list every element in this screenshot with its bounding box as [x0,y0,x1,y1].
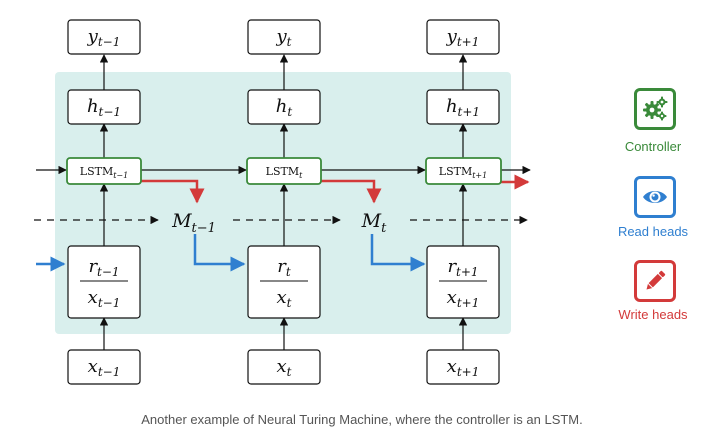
lstm-box [66,157,142,185]
hidden-label: ht+1 [446,96,480,119]
column-t-plus-1: yt+1 ht+1 LSTMt+1 rt+1 xt+1 xt+1 [425,19,502,385]
read-arrow-1 [193,234,246,272]
output-label: yt+1 [446,26,480,49]
read-input-box [67,245,141,319]
output-label: yt [276,26,292,49]
column-t: yt ht LSTMt rt xt xt [246,19,322,385]
shaded-region [55,72,511,334]
write-heads-legend-label: Write heads [618,307,688,322]
vertical-arrows [99,54,468,350]
write-arrow-2 [320,179,382,204]
input-box [247,349,321,385]
gears-icon [643,96,668,121]
pencil-icon [646,270,666,290]
controller-legend-icon [634,88,676,130]
lstm-label: LSTMt+1 [439,165,487,180]
input-vector-label: xt+1 [447,287,480,310]
read-vector-label: rt−1 [88,256,119,279]
write-arrow-1 [141,179,205,204]
input-label: xt [277,356,292,379]
memory-label-1: Mt−1 [171,210,216,236]
output-label: yt−1 [87,26,121,49]
input-vector-label: xt−1 [88,287,121,310]
write-heads-legend-icon [634,260,676,302]
input-box [67,349,141,385]
read-vector-label: rt+1 [447,256,478,279]
controller-legend-label: Controller [624,139,682,154]
read-heads-legend-label: Read heads [617,224,689,239]
memory-label-2: Mt [361,210,387,236]
read-heads-legend-icon [634,176,676,218]
output-box [426,19,500,55]
read-input-box [247,245,321,319]
hidden-label: ht [276,96,293,119]
read-input-box [426,245,500,319]
read-vector-label: rt [277,256,291,279]
lstm-box [246,157,322,185]
lstm-label: LSTMt [266,165,303,180]
hidden-box [247,89,321,125]
column-t-minus-1: yt−1 ht−1 LSTMt−1 rt−1 xt−1 xt−1 [66,19,142,385]
input-vector-label: xt [277,287,292,310]
hidden-label: ht−1 [87,96,121,119]
input-label: xt−1 [88,356,121,379]
hidden-box [67,89,141,125]
hidden-box [426,89,500,125]
output-box [247,19,321,55]
lstm-box [425,157,502,185]
lstm-label: LSTMt−1 [80,165,128,180]
eye-icon [643,191,667,203]
input-label: xt+1 [447,356,480,379]
output-box [67,19,141,55]
input-box [426,349,500,385]
read-arrow-2 [370,234,426,272]
figure-caption: Another example of Neural Turing Machine… [141,412,583,427]
